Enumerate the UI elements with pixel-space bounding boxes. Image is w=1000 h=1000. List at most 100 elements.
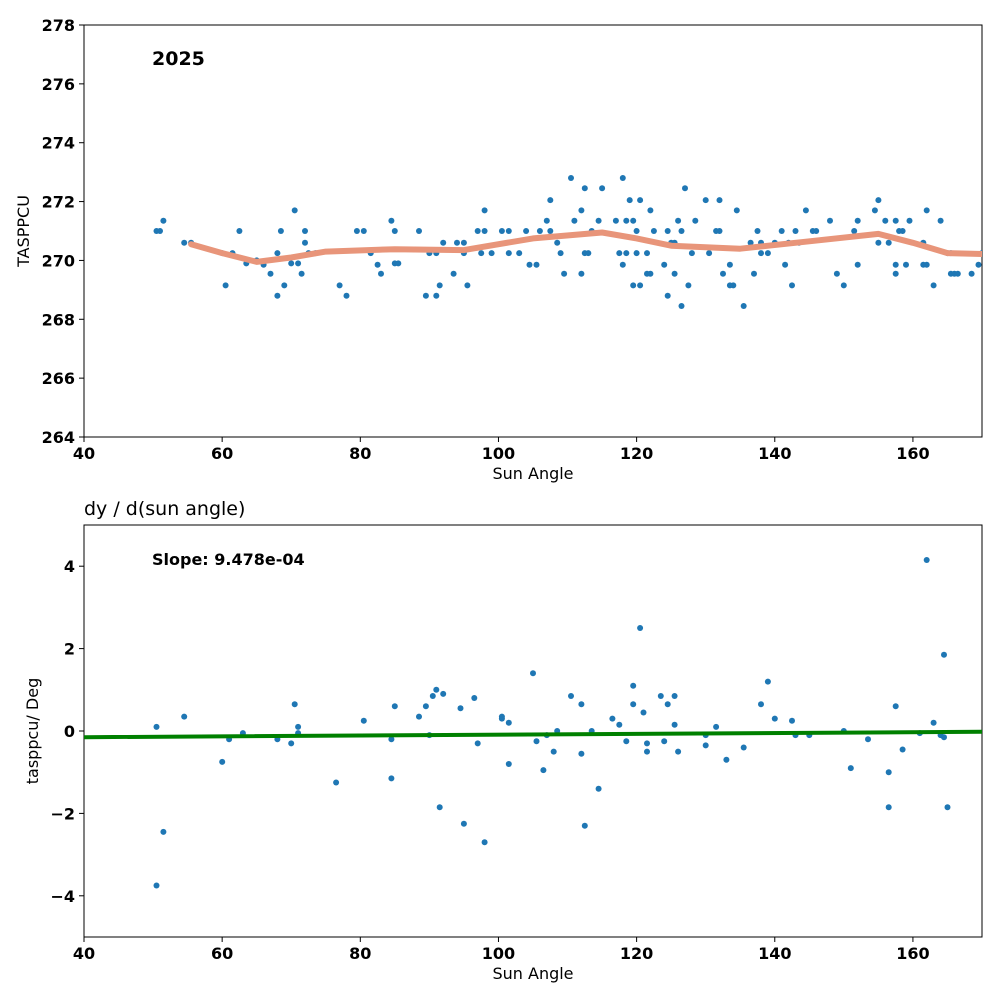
data-point [882,217,889,224]
data-point [333,779,340,786]
y-tick-label: 272 [42,193,75,212]
data-point [581,822,588,829]
data-point [637,282,644,289]
data-point [281,282,288,289]
data-point [181,239,188,246]
x-tick-label: 120 [620,944,653,963]
top-panel: 40 60 80 100 120 140 160 264 266 268 270 272 274 276… [14,16,983,483]
data-point [416,228,422,234]
data-point [633,228,640,234]
data-point [595,785,602,792]
data-point [630,701,637,708]
data-point [754,228,761,234]
data-point [616,721,623,728]
data-point [854,217,861,224]
data-point [526,261,533,268]
data-point [713,723,720,730]
data-point [702,742,709,749]
data-point [157,228,163,234]
data-point [630,682,637,689]
data-point [460,239,467,246]
data-point [637,197,644,204]
y-tick-label: 0 [64,722,75,741]
data-point [395,260,402,267]
data-point [561,270,568,277]
data-point [568,693,574,699]
data-point [764,250,771,257]
bottom-chart-title: dy / d(sun angle) [84,498,245,520]
data-point [688,250,695,257]
data-point [578,701,585,708]
data-point [941,734,947,741]
data-point [550,748,557,755]
y-tick-label: 268 [42,310,75,329]
data-point [291,701,298,708]
x-tick-label: 160 [896,944,929,963]
x-tick-label: 100 [482,444,515,463]
data-point [436,804,443,811]
data-point [277,228,284,234]
data-point [906,217,913,224]
data-point [930,719,937,726]
data-point [457,705,464,712]
data-point [464,282,471,289]
data-point [941,651,947,658]
top-plot-frame [83,24,983,438]
data-point [923,261,930,268]
y-tick-label: 2 [64,640,75,659]
data-point [460,820,467,827]
bottom-x-ticks: 40 60 80 100 120 140 160 [73,937,930,963]
top-marks [153,175,982,309]
data-point [633,250,640,257]
top-annotation: 2025 [152,48,205,70]
data-point [644,748,650,755]
data-point [450,270,457,277]
data-point [657,693,664,699]
y-tick-label: 264 [42,428,75,447]
bottom-y-axis-label: tasppcu/ Deg [23,678,42,784]
data-point [433,292,440,299]
data-point [378,270,384,277]
data-point [616,250,623,257]
data-point [771,715,778,722]
data-point [619,261,626,268]
data-point [440,690,447,697]
slope-fit-line [84,729,982,740]
data-point [536,228,543,234]
data-point [685,282,692,289]
data-point [543,217,550,224]
data-point [353,228,360,234]
data-point [547,228,554,234]
data-point [875,239,882,246]
data-point [885,769,892,776]
data-point [391,703,398,710]
data-point [374,261,381,268]
data-point [436,282,443,289]
data-point [612,217,619,224]
data-point [885,239,892,246]
data-point [968,270,975,277]
data-point [236,228,243,234]
y-tick-label: 270 [42,251,75,270]
data-point [664,292,671,299]
x-tick-label: 80 [349,444,371,463]
data-point [547,197,554,204]
data-point [360,717,367,724]
data-point [778,228,785,234]
data-point [481,228,488,234]
y-tick-label: −2 [50,804,75,823]
data-point [416,713,422,720]
data-point [454,239,460,246]
x-tick-label: 40 [73,444,95,463]
data-point [295,260,302,267]
smoothed-trend-line [188,229,982,265]
data-point [599,185,606,192]
data-point [851,228,858,234]
data-point [661,261,668,268]
data-point [678,303,685,309]
data-point [644,740,650,747]
top-x-axis-label: Sun Angle [492,464,573,483]
data-point [923,557,930,563]
data-point [637,625,644,631]
data-point [975,261,982,268]
